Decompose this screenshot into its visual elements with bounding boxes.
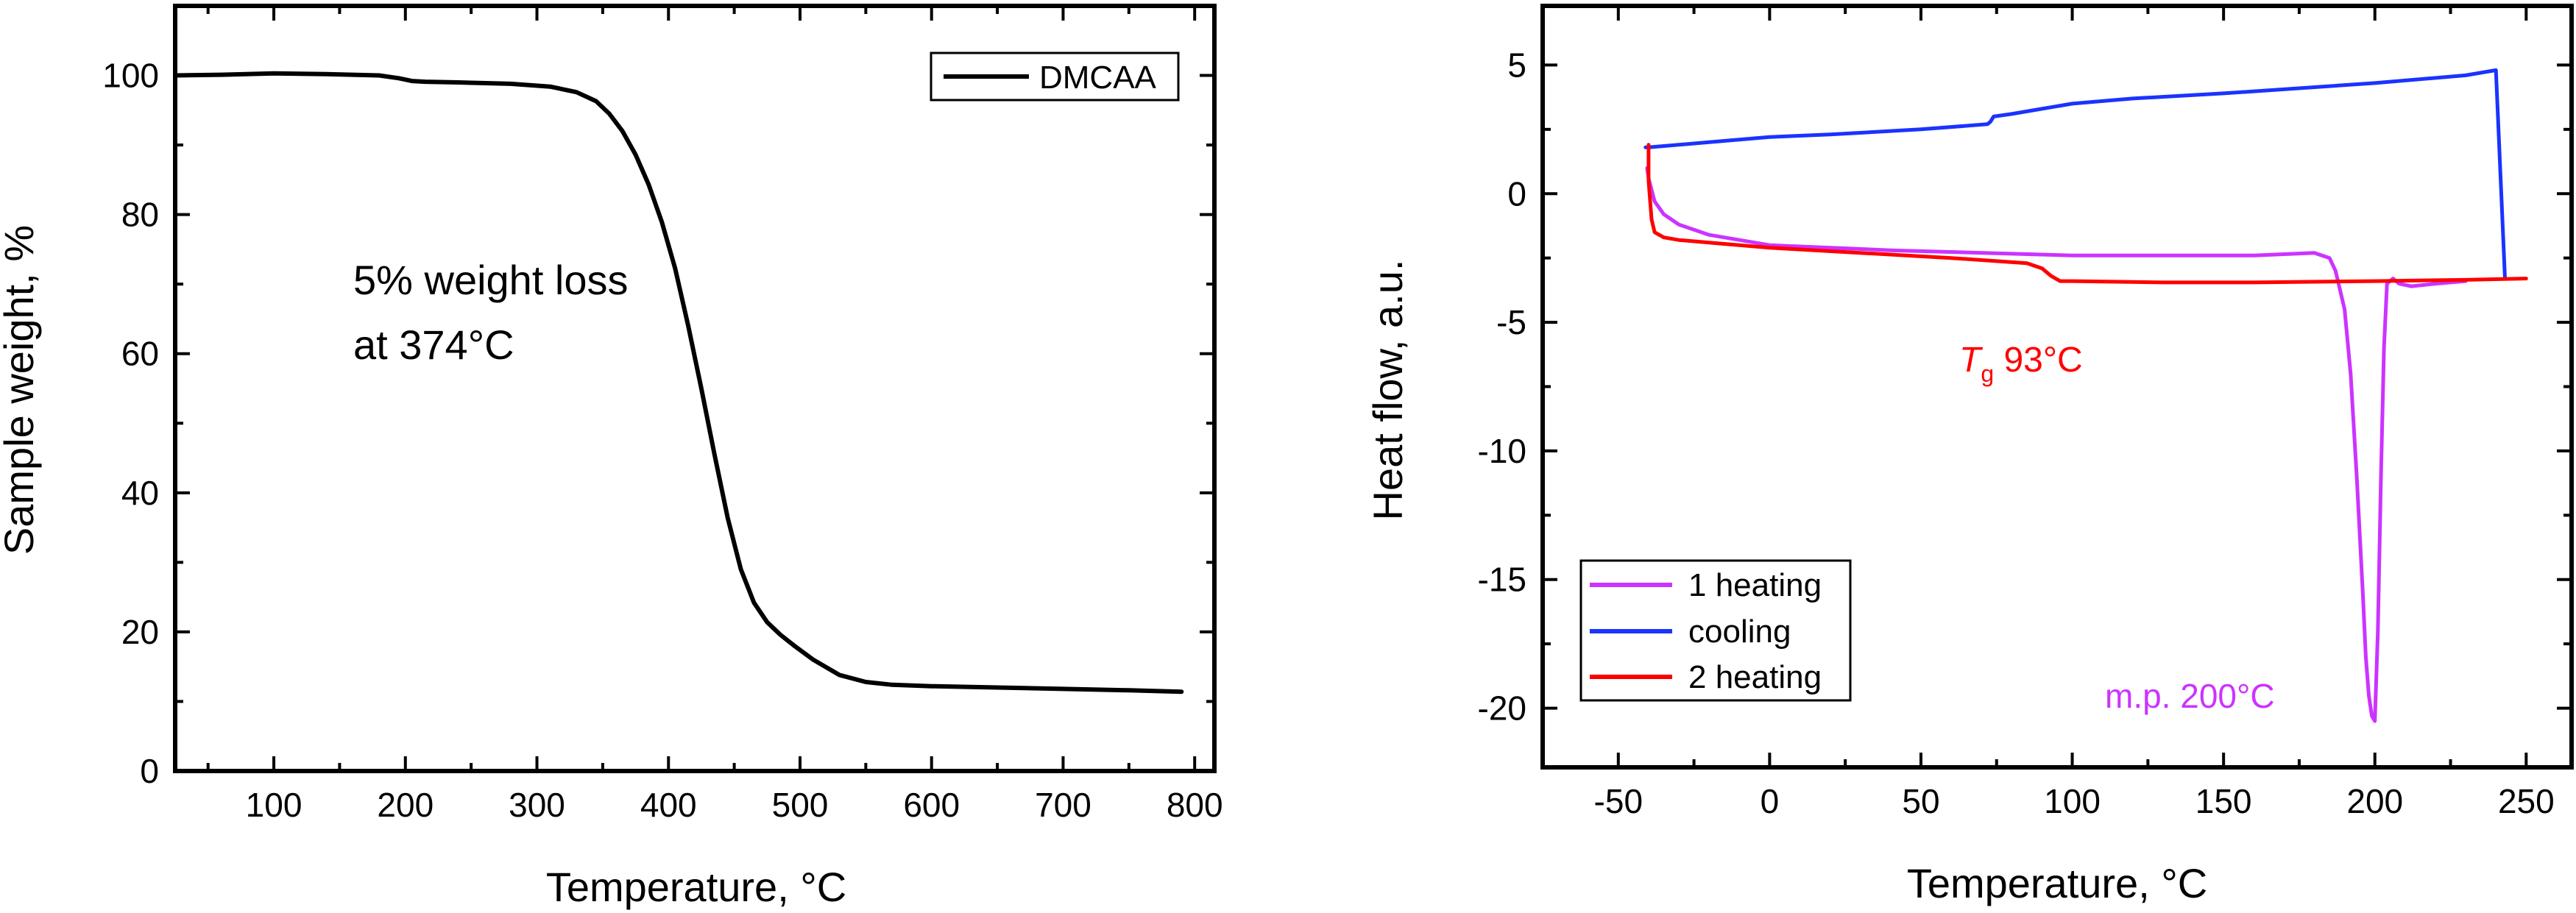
tga-y-tick-label: 40 (121, 474, 159, 512)
tga-legend: DMCAA (930, 51, 1180, 102)
dsc-series (1643, 68, 2528, 723)
dsc-y-tick-label: -15 (1478, 561, 1526, 599)
dsc-legend-label-cooling: cooling (1688, 614, 1791, 650)
tga-x-tick-label: 400 (640, 786, 697, 824)
dsc-y-tick-label: -5 (1496, 303, 1526, 341)
tga-x-tick-label: 800 (1167, 786, 1223, 824)
dsc-x-tick-label: 50 (1902, 782, 1939, 820)
tga-chart: 100 200 300 400 500 600 700 800 0 20 40 60 80 100 Tem… (0, 4, 1223, 910)
tga-annotation-line2: at 374°C (353, 321, 514, 368)
tga-x-tick-label: 600 (903, 786, 960, 824)
tga-ticks: 100 200 300 400 500 600 700 800 0 20 40 60 80 100 (102, 4, 1223, 824)
dsc-y-tick-label: -10 (1478, 432, 1526, 470)
dsc-x-tick-label: -50 (1594, 782, 1643, 820)
tga-plot-frame (173, 4, 1217, 773)
dsc-chart: -50 0 50 100 150 200 250-20-15-10-505 Temperat… (1365, 4, 2574, 906)
tga-x-tick-label: 300 (509, 786, 565, 824)
dsc-x-tick-label: 150 (2195, 782, 2252, 820)
dsc-legend-label-1-heating: 1 heating (1688, 567, 1822, 603)
tga-y-tick-label: 80 (121, 196, 159, 234)
dsc-series-line-2-heating (1646, 143, 2528, 285)
dsc-x-tick-label: 100 (2044, 782, 2101, 820)
dsc-y-tick-label: 5 (1507, 46, 1526, 84)
dsc-y-tick-label: 0 (1507, 174, 1526, 213)
dsc-series-line-cooling (1643, 68, 2507, 281)
tga-series (173, 71, 1184, 694)
dsc-x-tick-label: 250 (2498, 782, 2555, 820)
dsc-annotation-tg: Tg 93°C (1959, 341, 2083, 387)
tga-y-tick-label: 0 (140, 752, 159, 790)
tga-x-tick-label: 500 (772, 786, 829, 824)
dsc-annotation-mp: m.p. 200°C (2105, 677, 2275, 715)
tga-annotation-line1: 5% weight loss (353, 257, 629, 303)
dsc-x-axis-title: Temperature, °C (1907, 860, 2207, 906)
tga-x-tick-label: 700 (1035, 786, 1091, 824)
dsc-series-line-1-heating (1645, 166, 2468, 723)
dsc-legend-label-2-heating: 2 heating (1688, 659, 1822, 695)
dsc-y-axis-title: Heat flow, a.u. (1365, 260, 1411, 521)
tga-x-axis-title: Temperature, °C (546, 864, 846, 910)
dsc-annotation-tg-symbol: T (1959, 341, 1984, 380)
tga-y-tick-label: 100 (102, 57, 159, 95)
dsc-y-tick-label: -20 (1478, 689, 1526, 728)
tga-y-tick-label: 20 (121, 613, 159, 651)
tga-y-axis-title: Sample weight, % (0, 225, 42, 555)
dsc-ticks: -50 0 50 100 150 200 250-20-15-10-505 (1478, 6, 2572, 820)
tga-series-line-dmcaa (173, 71, 1184, 694)
dsc-x-tick-label: 0 (1761, 782, 1780, 820)
tga-x-tick-label: 100 (246, 786, 302, 824)
tga-x-tick-label: 200 (377, 786, 434, 824)
dsc-x-tick-label: 200 (2346, 782, 2403, 820)
dsc-annotation-tg-subscript: g (1981, 360, 1994, 387)
dsc-legend: 1 heating cooling 2 heating (1579, 559, 1852, 702)
tga-legend-label-dmcaa: DMCAA (1039, 60, 1157, 96)
dsc-annotation-tg-value: 93°C (1994, 341, 2083, 380)
tga-y-tick-label: 60 (121, 335, 159, 373)
